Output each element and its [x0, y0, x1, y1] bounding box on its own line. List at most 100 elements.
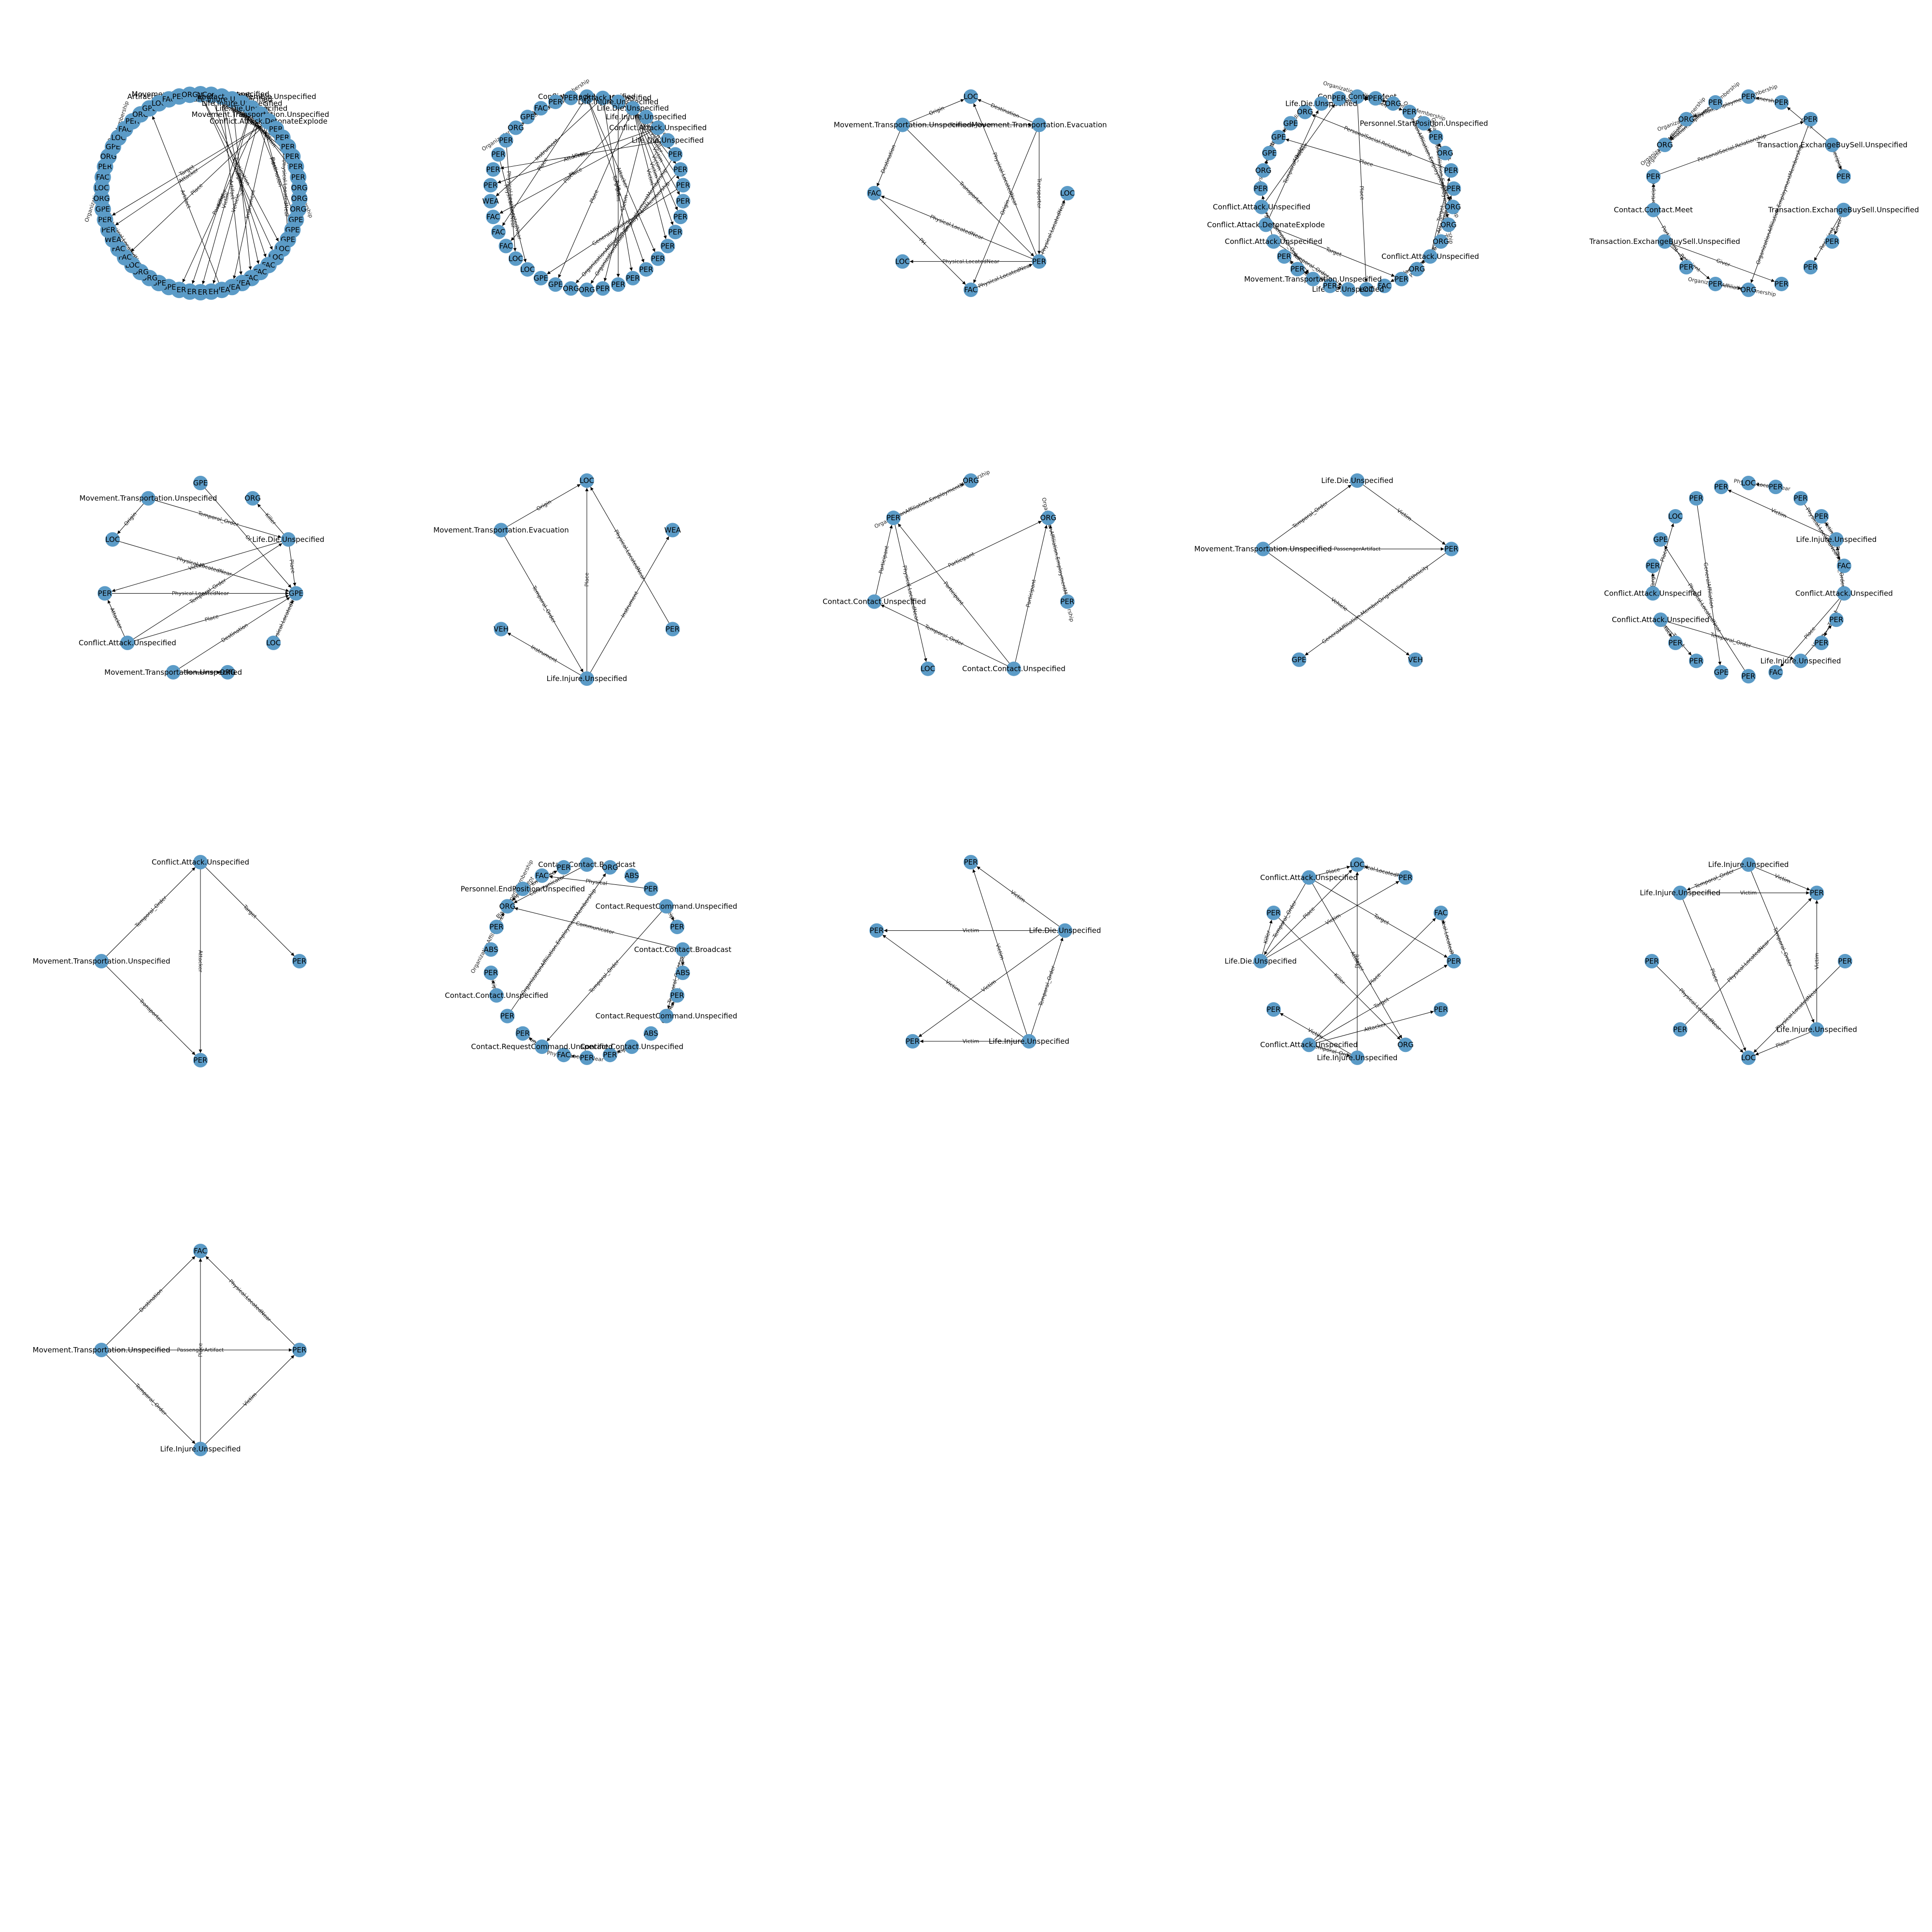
- edge-label: Victim: [242, 1392, 258, 1408]
- node-label: Movement.Transportation.Unspecified: [33, 1346, 170, 1354]
- node-label: FAC: [499, 242, 513, 250]
- graph-edge: [586, 536, 669, 679]
- node-label: PER: [1429, 133, 1443, 142]
- graph-node: [1057, 923, 1072, 938]
- edge-label: OrganizationAffiliation.EmploymentMember…: [520, 887, 597, 995]
- edge-label: Topic: [680, 954, 686, 968]
- graph-node: [964, 855, 978, 869]
- graph-node: [1398, 870, 1413, 885]
- graph-node: [921, 661, 936, 676]
- graph-node: [1809, 1022, 1824, 1037]
- graph-node: [1679, 260, 1694, 275]
- graph-node: [535, 868, 550, 883]
- graph-node: [867, 594, 882, 609]
- graph-node: [1350, 1051, 1364, 1065]
- node-label: PER: [1714, 483, 1728, 491]
- graph-node: [1829, 612, 1844, 627]
- graph-edge: [148, 498, 282, 539]
- graph-node: [1668, 509, 1683, 524]
- graph-edges: Origin Place Physical.LocatedNear Instrumen…: [501, 484, 673, 679]
- graph-node: [1809, 885, 1824, 900]
- graph-node: [266, 635, 281, 650]
- node-label: FAC: [1769, 668, 1782, 677]
- graph-node: [1322, 278, 1337, 293]
- graph-edge: [115, 121, 269, 226]
- graph-node: [1398, 1037, 1413, 1052]
- node-label: Life.Injure.Unspecified: [989, 1037, 1069, 1046]
- node-label: FAC: [964, 285, 978, 294]
- graph-edge: [973, 125, 1039, 284]
- edge-label: Physical.LocatedNear: [176, 555, 233, 578]
- graph-node: [166, 665, 181, 680]
- edge-label: Place: [1659, 547, 1669, 563]
- edge-label: Victim: [963, 927, 979, 934]
- edge-label: Killer: [1263, 929, 1272, 944]
- graph-edge: [130, 121, 269, 252]
- graph-node: [1394, 271, 1409, 286]
- graph-node: [1359, 282, 1374, 297]
- graph-node: [1714, 480, 1729, 495]
- graph-node: [675, 942, 690, 957]
- graph-node: [483, 942, 498, 957]
- graph-node: [1032, 117, 1047, 132]
- graph-node: [580, 1051, 594, 1065]
- node-label: FAC: [535, 871, 549, 880]
- edge-label: Physical.LocatedNear: [281, 160, 290, 217]
- graph-edge: [897, 523, 1014, 669]
- node-label: Life.Injure.Unspecified: [1761, 656, 1841, 665]
- graph-edge: [202, 108, 252, 284]
- graph-edge: [547, 185, 683, 275]
- graph-panel-16: Physical.LocatedNearPlaceVictimPassenger…: [33, 1244, 307, 1456]
- graph-node: [120, 635, 135, 650]
- node-label: FAC: [1378, 282, 1391, 290]
- node-label: ORG: [1397, 1040, 1414, 1049]
- graph-node: [670, 920, 685, 935]
- graph-edge: [288, 539, 297, 586]
- node-label: PER: [293, 957, 307, 966]
- graph-node: [1768, 480, 1783, 495]
- edge-label: Temporal_Order: [1693, 867, 1735, 890]
- edge-label: Giver: [1716, 257, 1732, 268]
- node-label: PER: [670, 991, 684, 1000]
- graph-edge: [1780, 593, 1845, 667]
- graph-node: [141, 491, 156, 506]
- edge-label: Victim: [572, 151, 589, 160]
- graph-node: [1417, 116, 1432, 131]
- node-label: LOC: [1350, 860, 1364, 869]
- graph-node: [1444, 163, 1459, 178]
- graph-node: [494, 622, 509, 637]
- graph-node: [1292, 652, 1307, 667]
- graph-node: [1258, 217, 1273, 232]
- node-label: PER: [1679, 263, 1693, 271]
- node-label: ORG: [508, 124, 524, 132]
- graph-node: [1689, 653, 1704, 668]
- graph-node: [491, 225, 506, 240]
- graph-node: [1708, 276, 1723, 291]
- graph-nodes: Conflict.Attack.UnspecifiedConflict.Atta…: [482, 89, 707, 297]
- graph-node: [1283, 116, 1298, 131]
- node-label: PER: [580, 1053, 594, 1062]
- node-label: FAC: [486, 213, 500, 221]
- node-label: GPE: [548, 280, 563, 289]
- graph-node: [1290, 262, 1305, 277]
- node-label: ORG: [93, 194, 110, 203]
- edge-label: Target: [1372, 912, 1390, 926]
- graph-edge: [200, 94, 273, 250]
- graph-node: [1803, 112, 1818, 127]
- edge-label: Physical.LocatedNear: [901, 565, 920, 622]
- graph-node: [1409, 262, 1424, 277]
- edge-label: Temporal_Order: [1709, 631, 1752, 649]
- graph-node: [1340, 282, 1355, 297]
- edge-label: Victim: [944, 979, 962, 994]
- graph-node: [533, 101, 548, 116]
- graph-node: [964, 473, 978, 488]
- graph-edge: [1265, 110, 1319, 225]
- node-label: FAC: [1434, 909, 1448, 917]
- edge-label: Victim: [1009, 889, 1027, 904]
- graph-edge: [1308, 877, 1402, 1039]
- graph-node: [1741, 283, 1756, 297]
- node-label: Movement.Transportation.Unspecified: [33, 957, 170, 966]
- graph-edge: [970, 264, 1033, 290]
- graph-edge: [507, 873, 606, 1016]
- node-label: PER: [1277, 252, 1291, 261]
